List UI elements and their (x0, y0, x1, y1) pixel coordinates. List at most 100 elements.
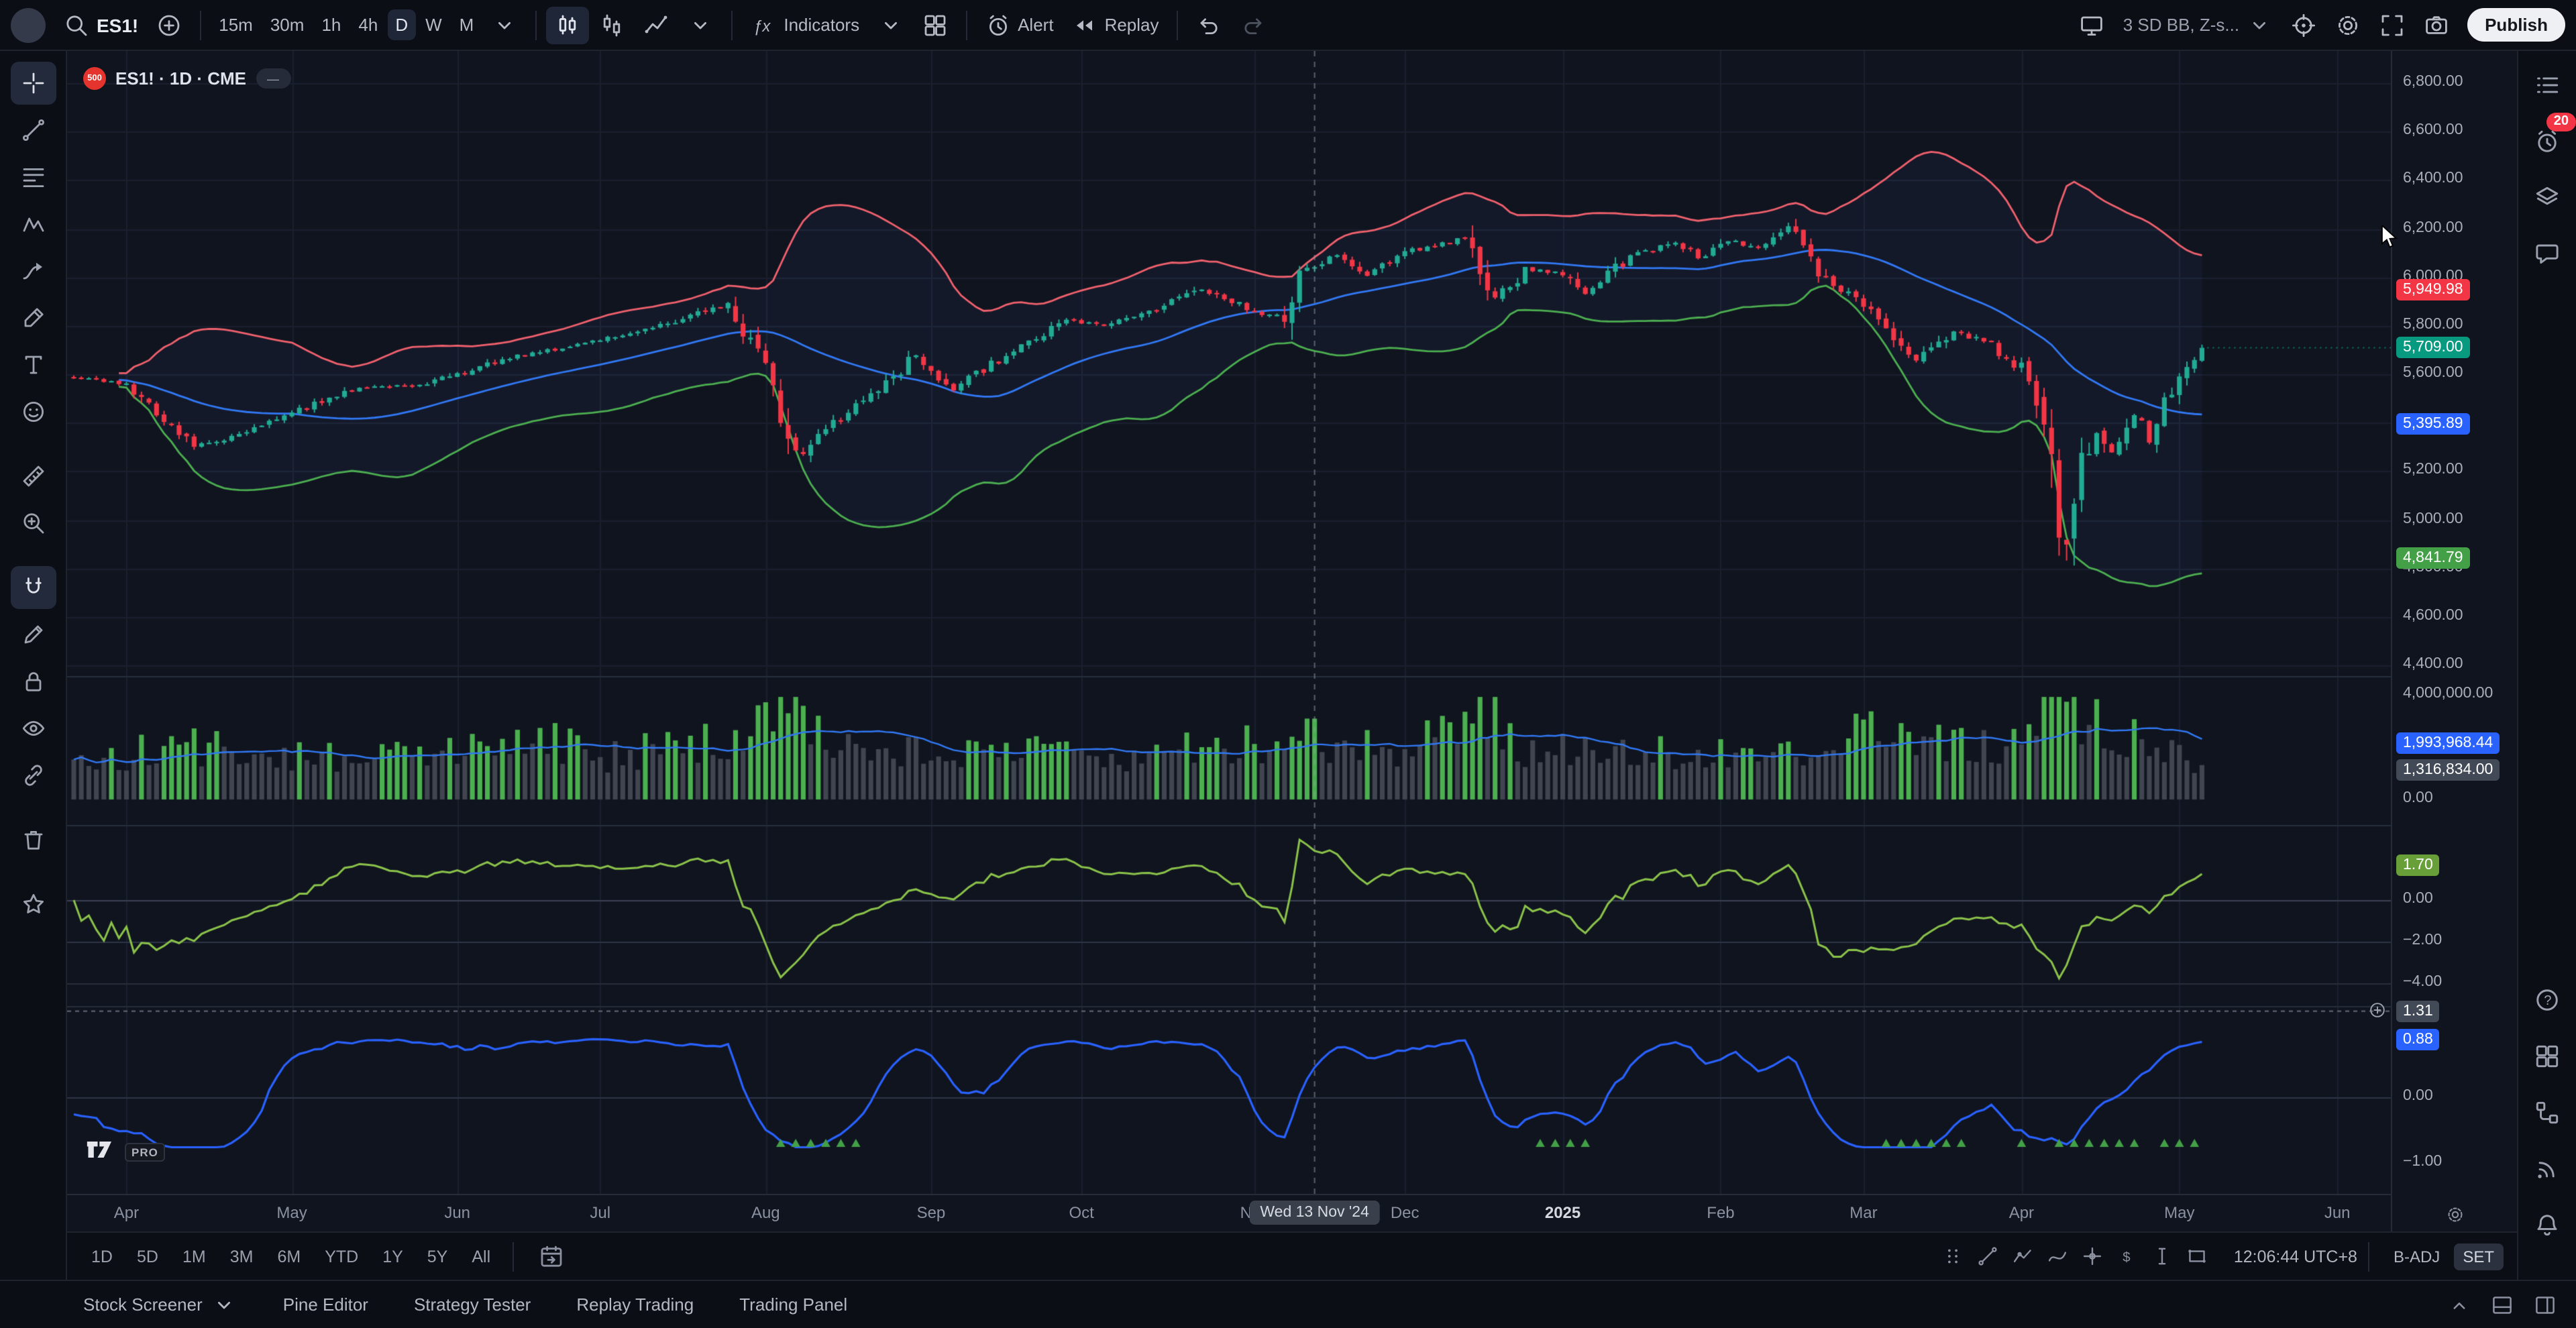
layout-name-button[interactable]: 3 SD BB, Z-s... (2115, 6, 2281, 44)
fib-retracement-tool-button[interactable] (10, 156, 56, 199)
undo-button[interactable] (1187, 6, 1230, 44)
range-6m-button[interactable]: 6M (266, 1241, 311, 1271)
notifications-button[interactable] (2526, 1205, 2569, 1245)
candles-icon (554, 11, 581, 38)
tab-pine-editor[interactable]: Pine Editor (283, 1294, 368, 1315)
tab-strategy-tester[interactable]: Strategy Tester (414, 1294, 531, 1315)
favorite-tools-button[interactable] (10, 883, 56, 926)
fav-price-label-button[interactable]: $ (2112, 1241, 2143, 1272)
symbol-search-button[interactable]: ES1! (55, 6, 146, 44)
object-tree-button[interactable] (2526, 1092, 2569, 1132)
price-axis[interactable]: 6,800.00 6,600.00 6,400.00 6,200.00 6,000.00… (2370, 51, 2517, 1231)
clock-label[interactable]: 12:06:44 UTC+8 (2233, 1247, 2357, 1266)
dots-handle-icon (1941, 1245, 1964, 1268)
range-all-button[interactable]: All (461, 1241, 501, 1271)
chart-style-candles-button[interactable] (546, 6, 590, 44)
interval-1month-button[interactable]: M (451, 9, 482, 40)
forecast-tool-button[interactable] (10, 250, 56, 292)
interval-30m-button[interactable]: 30m (262, 9, 313, 40)
bar-replay-button[interactable]: Replay (1063, 6, 1167, 44)
zoom-in-tool-button[interactable] (10, 502, 56, 545)
alerts-button[interactable]: 20 (2526, 113, 2575, 161)
fullscreen-button[interactable] (2371, 6, 2414, 44)
price_axis-tick: 5,800.00 (2403, 316, 2463, 333)
goto-date-icon (537, 1243, 564, 1270)
indicators-button[interactable]: ƒx Indicators (742, 6, 867, 44)
drawing-mode-button[interactable] (10, 613, 56, 656)
panel-right-button[interactable] (2533, 1292, 2557, 1317)
tab-stock-screener[interactable]: Stock Screener (83, 1291, 237, 1318)
axis-settings-gear-icon[interactable] (2445, 1205, 2465, 1225)
help-icon: ? (2533, 985, 2561, 1013)
chart-settings-button[interactable] (2326, 6, 2369, 44)
range-1y-button[interactable]: 1Y (372, 1241, 414, 1271)
snapshot-button[interactable] (2415, 6, 2458, 44)
interval-15m-button[interactable]: 15m (211, 9, 261, 40)
tab-replay-trading[interactable]: Replay Trading (576, 1294, 694, 1315)
indicator-templates-caret[interactable] (869, 6, 912, 44)
interval-1d-button[interactable]: D (387, 9, 417, 40)
magnet-mode-button[interactable] (10, 566, 56, 609)
hide-drawings-button[interactable] (10, 707, 56, 750)
panel-bottom-button[interactable] (2490, 1292, 2514, 1317)
user-avatar-button[interactable] (11, 7, 46, 42)
chart-style-line-button[interactable] (635, 6, 678, 44)
chat-button[interactable] (2526, 233, 2569, 274)
text-tool-button[interactable] (10, 343, 56, 386)
range-3m-button[interactable]: 3M (219, 1241, 264, 1271)
chart-style-secondary-button[interactable] (590, 6, 633, 44)
fav-cross-line-button[interactable] (2077, 1241, 2108, 1272)
favorites-drag-handle[interactable] (1937, 1241, 1968, 1272)
legend-collapse-chip[interactable]: — (256, 68, 291, 89)
layout-name-button-label: 3 SD BB, Z-s... (2123, 15, 2240, 35)
adjusted-data-button[interactable]: B-ADJ (2393, 1247, 2440, 1266)
tab-trading-panel[interactable]: Trading Panel (739, 1294, 847, 1315)
expand-panel-button[interactable] (2447, 1292, 2471, 1317)
settlement-button[interactable]: SET (2453, 1243, 2504, 1270)
time-axis[interactable]: Wed 13 Nov '24 AprMayJunJulAugSepOctNovD… (67, 1194, 2391, 1231)
range-1m-button[interactable]: 1M (172, 1241, 217, 1271)
sync-drawings-button[interactable] (10, 754, 56, 797)
fav-rectangle-button[interactable] (2182, 1241, 2212, 1272)
brush-tool-button[interactable] (10, 296, 56, 339)
range-5d-button[interactable]: 5D (126, 1241, 169, 1271)
create-alert-button[interactable]: Alert (976, 6, 1061, 44)
fav-curve-button[interactable] (2042, 1241, 2073, 1272)
quick-search-button[interactable] (2282, 6, 2325, 44)
multichart-layout-button[interactable] (913, 6, 956, 44)
price-chart-canvas[interactable] (67, 51, 2391, 1194)
interval-menu-button[interactable] (483, 6, 526, 44)
range-5y-button[interactable]: 5Y (417, 1241, 459, 1271)
interval-4h-button[interactable]: 4h (350, 9, 386, 40)
measure-tool-button[interactable] (10, 455, 56, 498)
add-alert-plus-icon[interactable] (2368, 1001, 2387, 1019)
fav-trend-line-button[interactable] (1972, 1241, 2003, 1272)
lock-drawings-button[interactable] (10, 660, 56, 703)
fav-text-button[interactable] (2147, 1241, 2178, 1272)
remove-drawings-button[interactable] (10, 818, 56, 861)
z_axis-tick: −4.00 (2403, 974, 2443, 990)
help-button[interactable]: ? (2526, 979, 2569, 1019)
emoji-tool-button[interactable] (10, 390, 56, 433)
layers-panel-button[interactable] (2526, 177, 2569, 217)
data-feed-button[interactable] (2526, 1148, 2569, 1188)
fav-polyline-button[interactable] (2007, 1241, 2038, 1272)
publish-button[interactable]: Publish (2467, 8, 2565, 42)
goto-date-button[interactable] (532, 1237, 570, 1275)
dom-panel-button[interactable] (2526, 1036, 2569, 1076)
interval-1d-button-label: D (395, 15, 409, 35)
range-1d-button[interactable]: 1D (80, 1241, 123, 1271)
cursor-tool-button[interactable] (10, 62, 56, 105)
add-symbol-button[interactable] (148, 6, 191, 44)
trend-line-tool-button[interactable] (10, 109, 56, 152)
interval-1h-button-label: 1h (321, 15, 341, 35)
interval-1h-button[interactable]: 1h (313, 9, 349, 40)
range-ytd-button[interactable]: YTD (314, 1241, 369, 1271)
redo-button[interactable] (1232, 6, 1275, 44)
interval-1w-button[interactable]: W (417, 9, 450, 40)
watchlist-button[interactable] (2526, 64, 2569, 105)
manage-layouts-button[interactable] (2071, 6, 2114, 44)
symbol-title[interactable]: ES1! · 1D · CME (115, 68, 247, 89)
pattern-tool-button[interactable] (10, 203, 56, 245)
chart-style-menu-button[interactable] (679, 6, 722, 44)
